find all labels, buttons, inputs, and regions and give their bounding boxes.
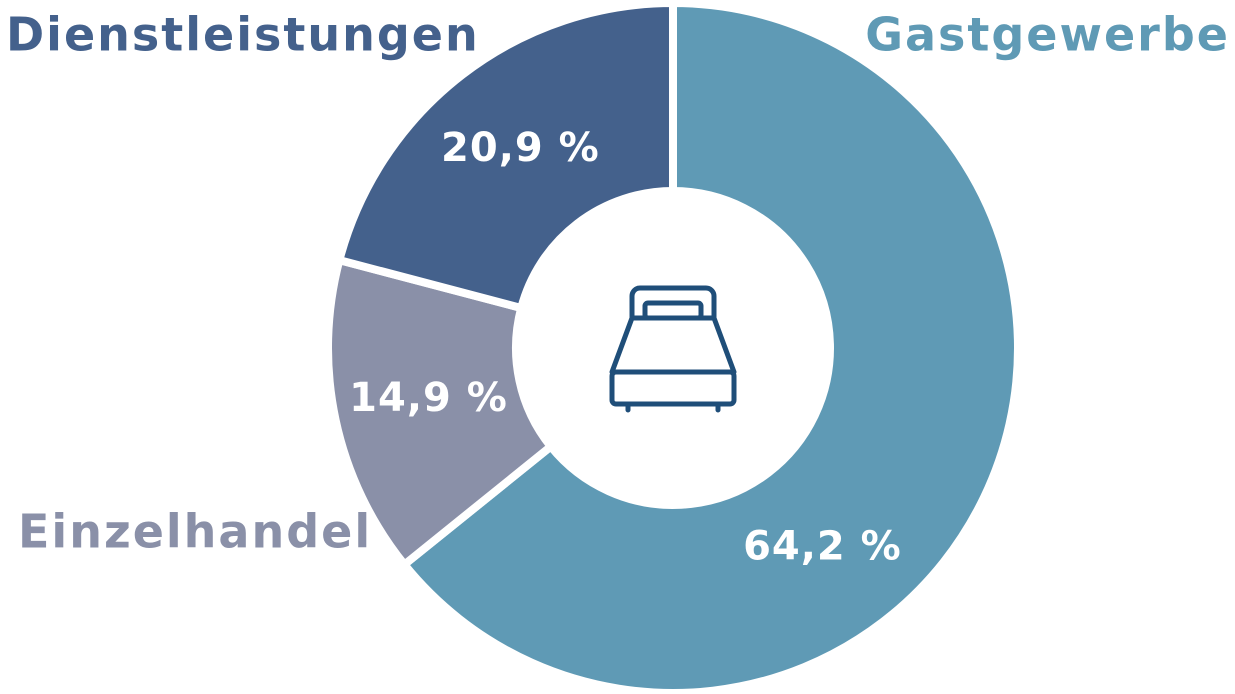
category-label: Einzelhandel	[18, 505, 372, 559]
bed-icon	[609, 285, 737, 413]
slice	[398, 0, 1022, 694]
slice	[324, 255, 557, 571]
labels: 64,2 % Gastgewerbe 14,9 % Einzelhandel 20,9 …	[6, 8, 1230, 570]
slice	[334, 0, 677, 313]
slices	[324, 0, 1022, 694]
value-label: 14,9 %	[349, 375, 508, 421]
category-label: Gastgewerbe	[865, 8, 1230, 62]
value-label: 64,2 %	[743, 523, 902, 569]
value-label: 20,9 %	[441, 125, 600, 171]
category-label: Dienstleistungen	[6, 8, 480, 62]
